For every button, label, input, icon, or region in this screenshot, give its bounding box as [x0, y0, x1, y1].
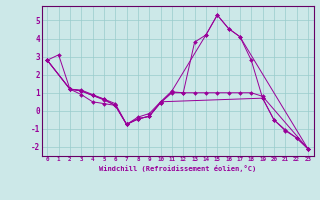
X-axis label: Windchill (Refroidissement éolien,°C): Windchill (Refroidissement éolien,°C): [99, 165, 256, 172]
